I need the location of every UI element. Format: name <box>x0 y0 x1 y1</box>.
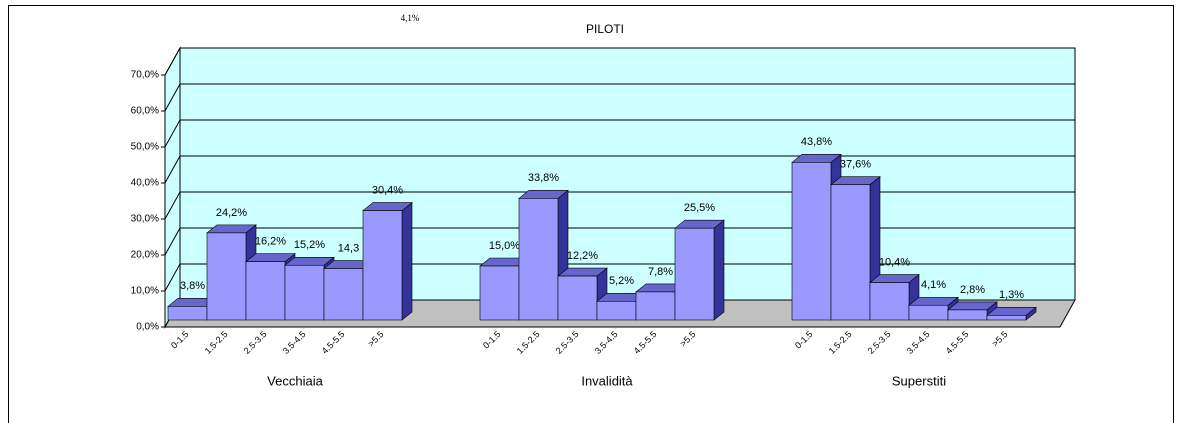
value-label: 5,2% <box>609 275 634 287</box>
value-label: 37,6% <box>840 159 871 171</box>
bar <box>674 227 715 321</box>
value-label: 1,3% <box>999 289 1024 301</box>
bar <box>323 268 364 321</box>
y-tick-label: 10,0% <box>131 286 159 297</box>
grid-line <box>164 119 181 148</box>
grid-line <box>164 83 181 112</box>
grid-line <box>164 47 181 76</box>
bar <box>869 282 910 321</box>
value-label: 30,4% <box>372 184 403 196</box>
y-tick-label: 0,0% <box>136 322 159 333</box>
group-label: Invalidità <box>581 373 633 388</box>
bar <box>596 300 637 321</box>
value-label: 7,8% <box>648 266 673 278</box>
bar <box>791 162 832 321</box>
y-tick-label: 60,0% <box>131 106 159 117</box>
value-label: 16,2% <box>255 236 286 248</box>
bar-side <box>713 219 725 321</box>
bar <box>167 306 208 321</box>
y-tick-label: 70,0% <box>131 70 159 81</box>
bar <box>908 304 949 321</box>
bar <box>362 210 403 321</box>
bar <box>635 291 676 321</box>
y-tick-label: 30,0% <box>131 214 159 225</box>
group-label: Superstiti <box>892 373 946 388</box>
chart-title: PILOTI <box>586 22 624 36</box>
bar <box>206 232 247 321</box>
value-label: 2,8% <box>960 284 985 296</box>
value-label: 25,5% <box>684 202 715 214</box>
bar <box>284 264 325 321</box>
bar <box>518 198 559 321</box>
grid-line <box>164 263 181 292</box>
bar <box>245 261 286 321</box>
y-tick-label: 40,0% <box>131 178 159 189</box>
value-label: 43,8% <box>801 136 832 148</box>
bar <box>479 265 520 321</box>
value-label: 4,1% <box>921 279 946 291</box>
bar <box>986 315 1027 321</box>
bar-side <box>401 201 413 321</box>
grid-line <box>164 191 181 220</box>
bar <box>830 184 871 321</box>
annotation: 4,1% <box>401 13 420 23</box>
value-label: 33,8% <box>528 172 559 184</box>
value-label: 14,3 <box>338 242 359 254</box>
y-tick-label: 50,0% <box>131 142 159 153</box>
group-label: Vecchiaia <box>267 373 323 388</box>
y-tick-label: 20,0% <box>131 250 159 261</box>
value-label: 3,8% <box>180 280 205 292</box>
value-label: 24,2% <box>216 207 247 219</box>
value-label: 15,2% <box>294 239 325 251</box>
bar <box>947 309 988 321</box>
value-label: 12,2% <box>567 250 598 262</box>
bar <box>557 275 598 321</box>
grid-line <box>164 227 181 256</box>
grid-line <box>164 155 181 184</box>
side-wall <box>164 46 181 329</box>
value-label: 10,4% <box>879 256 910 268</box>
value-label: 15,0% <box>489 240 520 252</box>
